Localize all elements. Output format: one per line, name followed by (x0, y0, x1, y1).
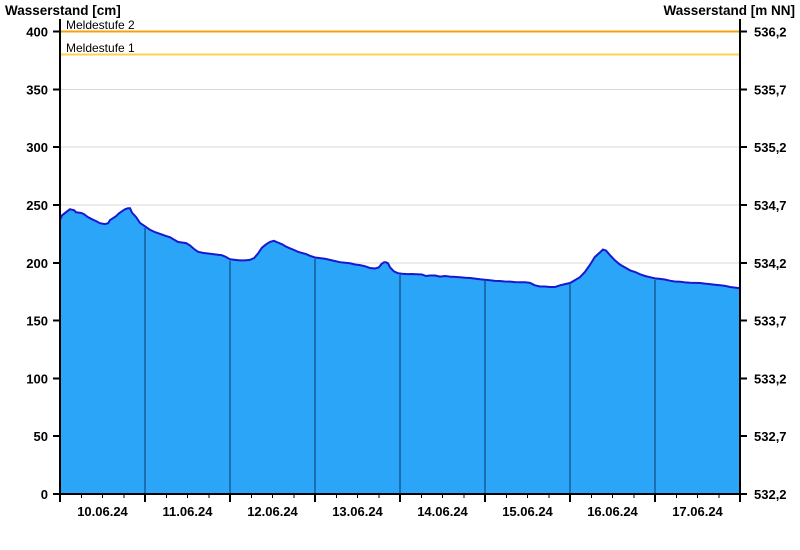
water-level-line (59, 207, 741, 290)
axes-and-ticks (53, 19, 747, 502)
right-tick-label: 532,2 (754, 487, 787, 502)
right-tick-label: 533,2 (754, 371, 787, 386)
right-tick-label: 534,2 (754, 256, 787, 271)
meldestufe-2-label: Meldestufe 2 (66, 18, 135, 32)
right-tick-label: 534,7 (754, 198, 787, 213)
left-tick-label: 400 (26, 25, 48, 40)
date-label: 14.06.24 (417, 504, 468, 519)
right-tick-label: 532,7 (754, 429, 787, 444)
left-tick-label: 250 (26, 198, 48, 213)
right-tick-label: 536,2 (754, 25, 787, 40)
date-label: 13.06.24 (332, 504, 383, 519)
left-tick-label: 150 (26, 314, 48, 329)
date-label: 17.06.24 (672, 504, 723, 519)
left-tick-label: 200 (26, 256, 48, 271)
left-tick-label: 50 (34, 429, 48, 444)
left-tick-label: 300 (26, 140, 48, 155)
day-separator-lines (144, 227, 656, 493)
date-label: 15.06.24 (502, 504, 553, 519)
left-tick-label: 350 (26, 82, 48, 97)
left-tick-label: 0 (41, 487, 48, 502)
right-tick-label: 535,2 (754, 140, 787, 155)
tick-labels: 0 532,2 50 532,7 100 533,2 150 533,7 200 534,2 250… (26, 25, 786, 520)
right-tick-label: 535,7 (754, 82, 787, 97)
date-label: 11.06.24 (163, 504, 214, 519)
right-tick-label: 533,7 (754, 314, 787, 329)
date-label: 12.06.24 (247, 504, 298, 519)
right-axis-title: Wasserstand [m NN] (663, 3, 795, 18)
alert-level-lines (60, 30, 740, 56)
meldestufe-1-label: Meldestufe 1 (66, 41, 135, 55)
left-tick-label: 100 (26, 371, 48, 386)
left-axis-title: Wasserstand [cm] (5, 3, 121, 18)
date-label: 10.06.24 (77, 504, 128, 519)
date-label: 16.06.24 (587, 504, 638, 519)
